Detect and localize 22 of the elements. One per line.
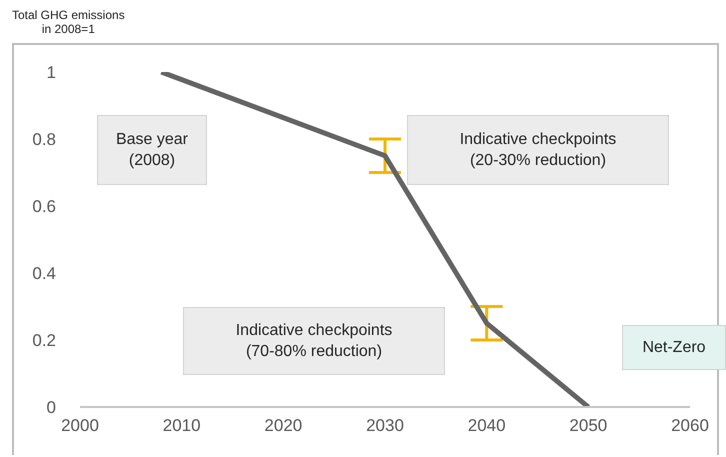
callout-box: Indicative checkpoints (20-30% reduction) [407, 115, 669, 185]
callout-box: Net-Zero [622, 325, 726, 370]
x-tick-label: 2010 [162, 416, 201, 436]
annotation: Indicative checkpoints (20-30% reduction) [460, 130, 616, 171]
x-tick-label: 2050 [569, 416, 608, 436]
x-tick-label: 2030 [366, 416, 404, 436]
callout-box: Base year (2008) [97, 115, 207, 185]
x-tick-label: 2060 [671, 416, 709, 436]
annotation: Net-Zero [642, 338, 706, 358]
x-tick-label: 2000 [61, 416, 99, 436]
y-tick-label: 0.2 [32, 331, 56, 350]
annotation: Indicative checkpoints (70-80% reduction) [236, 321, 392, 362]
y-tick-label: 0.4 [32, 264, 56, 284]
x-tick-label: 2020 [264, 416, 302, 436]
y-tick-label: 0.8 [32, 130, 56, 150]
callout-box: Indicative checkpoints (70-80% reduction) [183, 307, 445, 375]
y-axis-title: Total GHG emissions in 2008=1 [12, 8, 125, 36]
y-tick-label: 0 [46, 398, 56, 418]
x-tick-label: 2040 [468, 416, 506, 436]
y-tick-label: 0.6 [32, 197, 56, 216]
y-tick-label: 1 [46, 63, 56, 82]
annotation: Base year (2008) [116, 130, 188, 171]
